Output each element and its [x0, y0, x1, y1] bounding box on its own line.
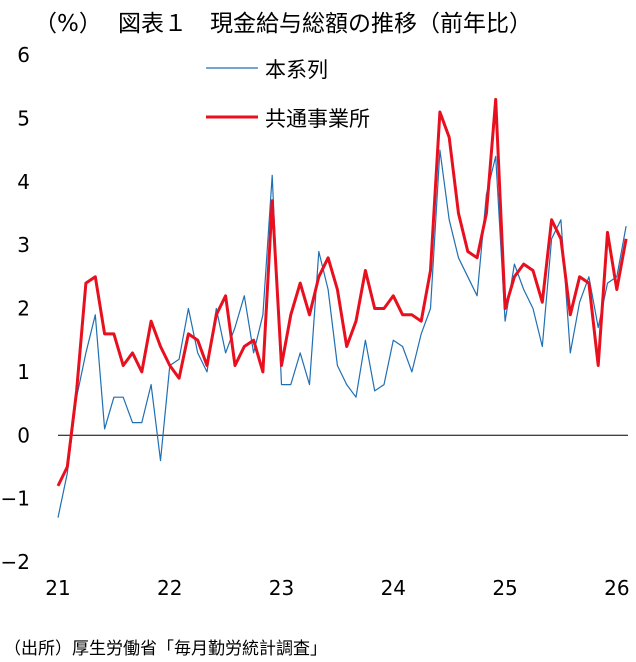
legend-label: 共通事業所: [265, 107, 370, 131]
y-axis-unit-label: （%）: [34, 11, 102, 37]
series-line-honkeiretsu: [57, 149, 627, 518]
x-tick-label: 22: [157, 576, 182, 600]
y-tick-label: 2: [17, 297, 30, 321]
x-axis-ticks: 21 22 23 24 25 26: [45, 576, 629, 600]
x-tick-label: 23: [269, 576, 294, 600]
source-note: （出所）厚生労働省「毎月勤労統計調査」: [4, 639, 327, 659]
y-tick-label: 6: [17, 43, 30, 67]
x-tick-label: 26: [604, 576, 629, 600]
y-tick-label: −2: [1, 550, 30, 574]
legend-label: 本系列: [265, 58, 328, 82]
y-tick-label: 3: [17, 233, 30, 257]
x-tick-label: 21: [45, 576, 70, 600]
y-tick-label: 0: [17, 423, 30, 447]
chart-title: 図表１ 現金給与総額の推移（前年比）: [118, 11, 532, 37]
x-tick-label: 24: [381, 576, 406, 600]
y-tick-label: 5: [17, 106, 30, 130]
y-tick-label: 4: [17, 170, 30, 194]
y-axis-ticks: −2 −1 0 1 2 3 4 5 6: [1, 43, 30, 574]
series-line-kyotsu-jigyosho: [56, 97, 628, 487]
x-tick-label: 25: [492, 576, 517, 600]
y-tick-label: 1: [17, 360, 30, 384]
series-group: [56, 97, 628, 518]
y-tick-label: −1: [1, 487, 30, 511]
